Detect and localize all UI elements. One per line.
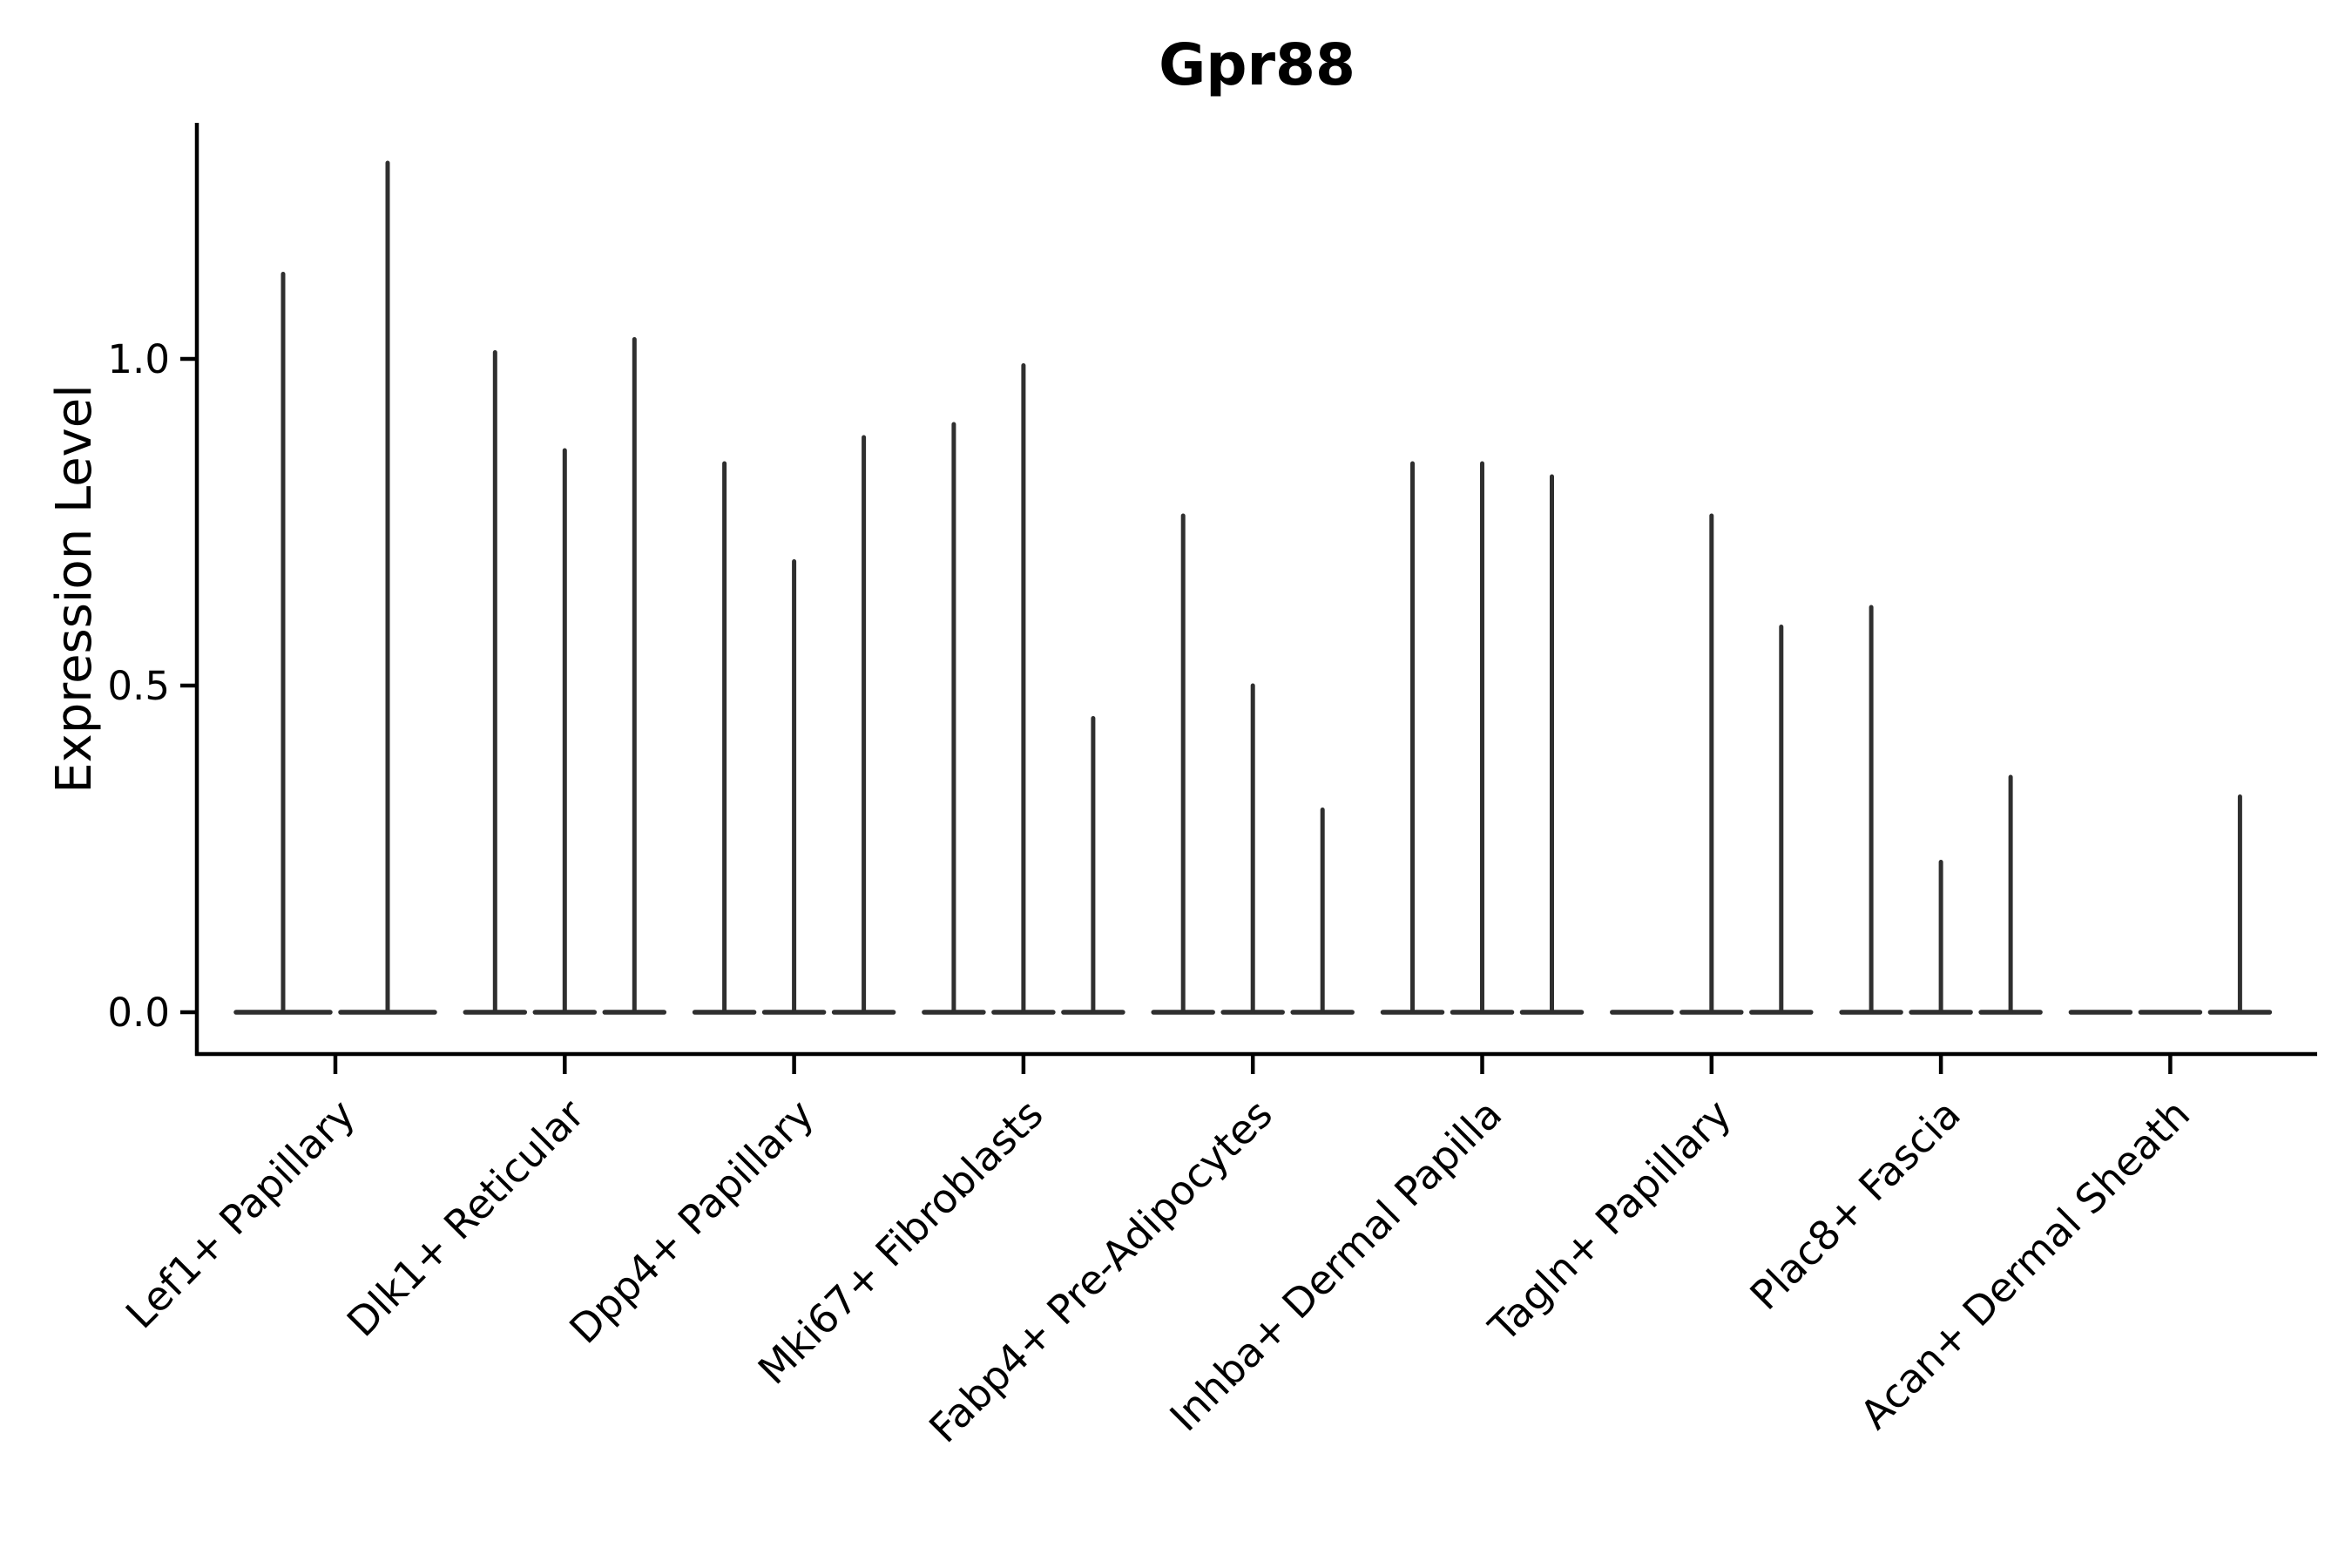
x-tick-label: Dlk1+ Reticular bbox=[338, 1091, 593, 1346]
violin-group bbox=[2068, 794, 2273, 1015]
violin-group bbox=[1610, 513, 1814, 1015]
violin-group bbox=[1839, 605, 2043, 1015]
axes bbox=[194, 123, 2317, 1057]
violin-group bbox=[233, 160, 437, 1015]
y-tick-label: 1.0 bbox=[107, 336, 170, 382]
x-tick-label: Plac8+ Fascia bbox=[1740, 1091, 1969, 1319]
x-tick-label: Dpp4+ Papillary bbox=[560, 1091, 822, 1353]
violin-group bbox=[692, 435, 896, 1015]
y-tick-label: 0.0 bbox=[107, 990, 170, 1036]
violin-group bbox=[1380, 461, 1585, 1015]
violin-group bbox=[922, 363, 1125, 1015]
violins bbox=[233, 160, 2273, 1015]
x-tick-label: Tagln+ Papillary bbox=[1479, 1091, 1740, 1352]
y-axis-label: Expression Level bbox=[46, 384, 103, 794]
chart-title: Gpr88 bbox=[1159, 31, 1355, 98]
violin-group bbox=[1151, 513, 1355, 1015]
y-ticks: 0.0 0.5 1.0 bbox=[107, 336, 195, 1036]
y-tick-label: 0.5 bbox=[107, 663, 170, 709]
violin-group bbox=[463, 337, 667, 1015]
x-tick-label: Lef1+ Papillary bbox=[117, 1091, 364, 1338]
